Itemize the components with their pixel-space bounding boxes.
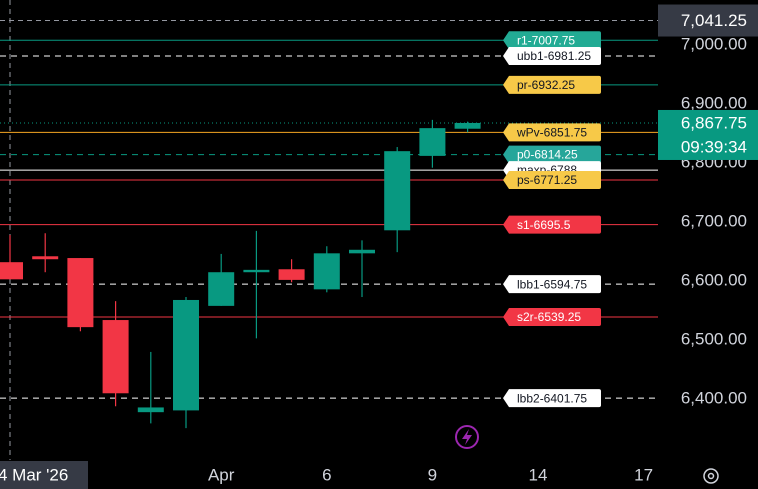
level-label: ps-6771.25 xyxy=(517,173,577,187)
candle-body xyxy=(278,269,305,280)
level-label-bg xyxy=(503,275,601,294)
last-price-label: 6,867.75 xyxy=(681,113,747,132)
level-label: wPv-6851.75 xyxy=(516,126,587,140)
level-label-bg xyxy=(503,389,601,408)
level-label-bg xyxy=(503,75,601,94)
level-label-bg xyxy=(503,145,601,164)
crosshair-date-box xyxy=(0,461,88,489)
candle-body xyxy=(419,128,446,156)
candle-body xyxy=(173,299,199,411)
crosshair-date-label: 4 Mar '26 xyxy=(0,465,68,484)
candle-body xyxy=(243,269,270,273)
level-label: p0-6814.25 xyxy=(517,148,578,162)
x-tick-label: 17 xyxy=(634,465,653,484)
candle-body xyxy=(384,151,411,231)
level-label-bg xyxy=(503,307,601,326)
candle-body xyxy=(102,320,129,394)
level-label: ubb1-6981.25 xyxy=(517,49,591,63)
level-label-bg xyxy=(503,170,601,189)
countdown-label: 09:39:34 xyxy=(681,137,747,156)
lightning-icon[interactable] xyxy=(455,425,479,449)
y-tick-label: 6,600.00 xyxy=(681,271,747,290)
level-label-bg xyxy=(503,46,601,65)
candle-body xyxy=(313,253,340,290)
candle-body xyxy=(32,256,59,260)
last-price-box xyxy=(658,109,758,160)
y-tick-label: 6,500.00 xyxy=(681,330,747,349)
candle-body xyxy=(0,262,23,280)
x-tick-label: 9 xyxy=(428,465,437,484)
level-label-bg xyxy=(503,31,601,50)
level-label-bg xyxy=(503,215,601,234)
y-tick-label: 6,700.00 xyxy=(681,212,747,231)
candle-body xyxy=(454,122,481,129)
level-label: lbb1-6594.75 xyxy=(517,277,587,291)
level-label: lbb2-6401.75 xyxy=(517,391,587,405)
crosshair-price-label: 7,041.25 xyxy=(681,11,747,30)
level-label: pr-6932.25 xyxy=(517,78,575,92)
x-tick-label: 14 xyxy=(529,465,548,484)
settings-icon[interactable] xyxy=(703,468,719,484)
y-tick-label: 6,400.00 xyxy=(681,389,747,408)
level-label: r1-7007.75 xyxy=(517,33,575,47)
candle-body xyxy=(67,258,94,328)
x-tick-label: Apr xyxy=(208,465,235,484)
candle-body xyxy=(208,272,235,306)
level-label: s2r-6539.25 xyxy=(517,310,581,324)
x-tick-label: 6 xyxy=(322,465,331,484)
candle-body xyxy=(349,249,375,254)
candle-body xyxy=(137,407,164,413)
y-tick-label: 6,900.00 xyxy=(681,93,747,112)
level-label-bg xyxy=(503,123,601,142)
y-tick-label: 7,000.00 xyxy=(681,34,747,53)
level-label: s1-6695.5 xyxy=(517,218,571,232)
crosshair-price-box xyxy=(658,4,758,37)
